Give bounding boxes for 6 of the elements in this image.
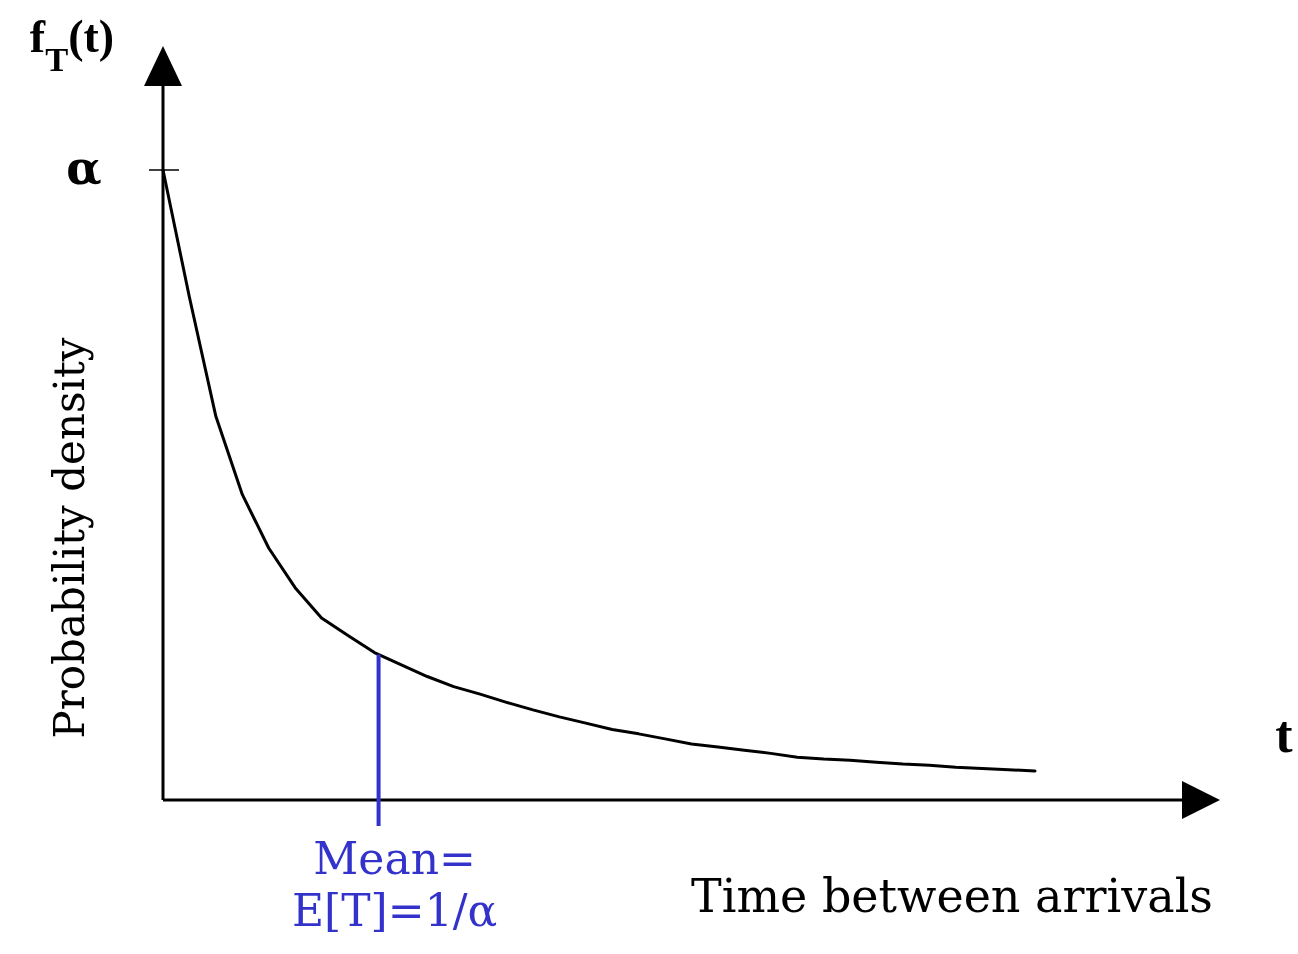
x-axis-title: Time between arrivals — [691, 869, 1213, 923]
text: α — [66, 141, 102, 195]
chart-title: f$_{T}$(t) — [29, 11, 115, 78]
y-axis-title: Probability density — [45, 337, 94, 739]
text: Mean= E[T]=1/α — [291, 833, 498, 936]
text: t — [1275, 706, 1294, 763]
